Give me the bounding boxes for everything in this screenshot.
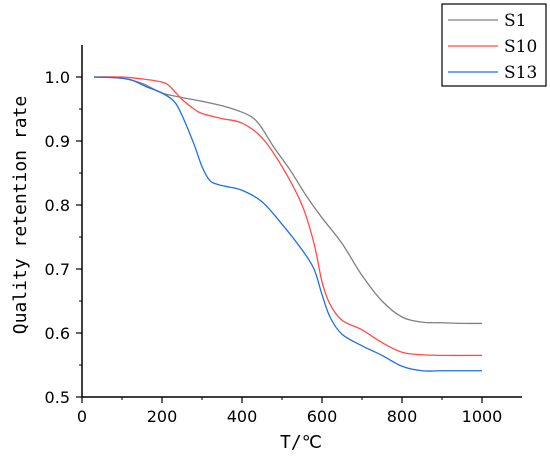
x-tick-label: 800 [387,407,418,426]
series-line-s13 [93,76,482,372]
x-tick-label: 600 [307,407,338,426]
x-tick-label: 0 [77,407,87,426]
series-line-s10 [93,76,483,357]
ticks: 0 200 400 600 800 1000 0.5 0.6 0.7 0.8 0.9 1.0 [45,68,503,426]
legend: S1 S10 S13 [441,3,547,87]
y-tick-label: 0.5 [45,388,70,407]
x-axis-title: T/℃ [280,432,322,453]
y-tick-label: 1.0 [45,68,70,87]
series-line-s1 [93,76,483,325]
series-layer [93,76,483,372]
legend-label-s10: S10 [504,37,537,57]
x-tick-label: 400 [227,407,258,426]
x-tick-label: 1000 [462,407,503,426]
y-tick-label: 0.9 [45,132,70,151]
y-tick-label: 0.8 [45,196,70,215]
y-tick-label: 0.7 [45,260,70,279]
y-tick-label: 0.6 [45,324,70,343]
axes [81,45,522,398]
legend-label-s1: S1 [504,11,526,31]
x-tick-label: 200 [147,407,178,426]
legend-label-s13: S13 [504,63,537,83]
y-axis-title: Quality retention rate [10,96,31,334]
